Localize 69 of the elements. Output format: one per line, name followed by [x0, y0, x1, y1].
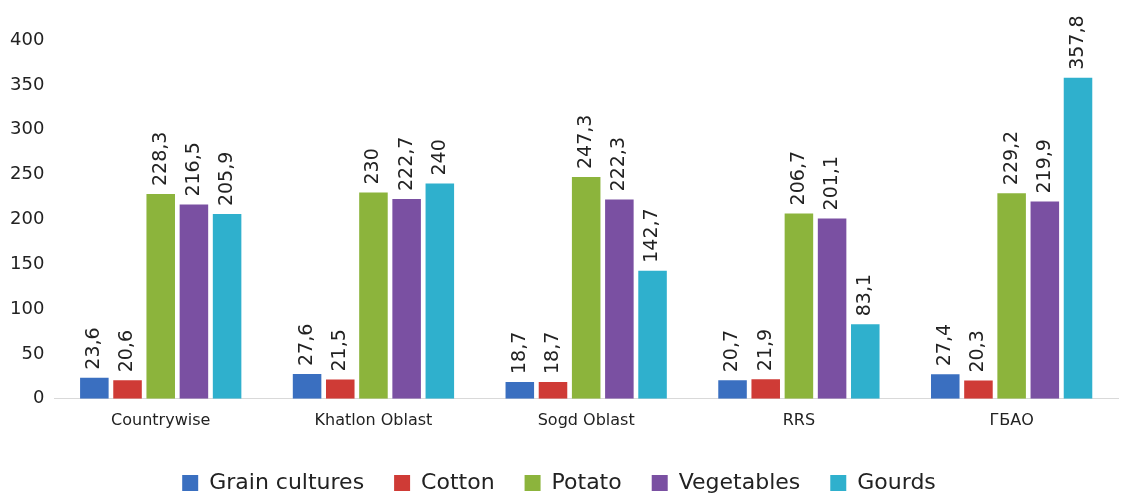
bar	[718, 380, 747, 399]
bar	[851, 324, 880, 399]
data-label: 21,5	[327, 329, 350, 372]
data-label: 23,6	[81, 327, 104, 370]
data-label: 230	[360, 148, 383, 185]
bar	[179, 204, 209, 399]
y-tick-label: 300	[10, 117, 45, 139]
data-label: 18,7	[506, 331, 529, 375]
data-label: 83,1	[852, 273, 875, 317]
bar	[784, 213, 814, 399]
data-label: 27,4	[932, 323, 955, 367]
bar	[113, 380, 142, 399]
bar	[212, 214, 242, 399]
data-label: 20,6	[114, 330, 137, 373]
legend-label: Cotton	[421, 468, 495, 494]
data-label: 206,7	[785, 150, 808, 206]
data-label: 205,9	[214, 151, 237, 207]
bar	[605, 199, 634, 399]
bar	[392, 199, 421, 399]
bar	[751, 379, 780, 399]
data-label: 27,6	[294, 323, 317, 367]
bar	[1030, 201, 1060, 399]
y-tick-label: 350	[10, 72, 45, 94]
y-tick-label: 0	[32, 386, 45, 408]
bar	[325, 379, 355, 399]
bar	[817, 218, 847, 399]
data-label: 357,8	[1064, 15, 1087, 70]
data-label: 201,1	[819, 156, 842, 211]
bar	[292, 374, 322, 399]
legend-label: Vegetables	[678, 468, 801, 494]
data-label: 216,5	[180, 142, 203, 197]
bar	[964, 380, 993, 399]
x-tick-label: Countrywise	[111, 409, 211, 429]
data-label: 222,3	[606, 136, 629, 192]
bar	[538, 382, 568, 399]
legend-label: Potato	[551, 468, 622, 494]
data-label: 229,2	[998, 130, 1021, 186]
data-label: 219,9	[1031, 139, 1054, 194]
y-tick-label: 100	[10, 296, 45, 318]
x-tick-label: ГБАО	[989, 409, 1034, 429]
data-label: 20,3	[965, 330, 988, 373]
legend-label: Gourds	[857, 468, 936, 494]
bar	[997, 193, 1026, 399]
data-label: 18,7	[539, 331, 562, 375]
bar	[359, 192, 388, 399]
bar	[425, 183, 455, 399]
x-tick-label: Sogd Oblast	[537, 409, 635, 429]
bar	[930, 374, 960, 399]
bar	[505, 382, 535, 399]
data-label: 247,3	[573, 114, 596, 169]
data-label: 222,7	[393, 136, 416, 192]
y-tick-label: 50	[21, 341, 45, 363]
x-tick-label: Khatlon Oblast	[314, 409, 433, 429]
legend-label: Grain cultures	[209, 468, 365, 494]
bar	[146, 194, 175, 399]
bar	[1063, 77, 1093, 399]
y-tick-label: 150	[10, 251, 45, 273]
data-label: 20,7	[719, 329, 742, 373]
data-label: 142,7	[639, 208, 662, 263]
bar	[571, 176, 601, 399]
y-tick-label: 250	[10, 162, 45, 184]
y-tick-label: 200	[10, 207, 45, 229]
bar	[638, 270, 667, 399]
x-tick-label: RRS	[782, 409, 816, 429]
data-label: 228,3	[147, 131, 170, 187]
data-label: 240	[426, 139, 449, 176]
bar	[80, 377, 109, 399]
data-label: 21,9	[752, 328, 775, 372]
y-tick-label: 400	[10, 27, 45, 49]
